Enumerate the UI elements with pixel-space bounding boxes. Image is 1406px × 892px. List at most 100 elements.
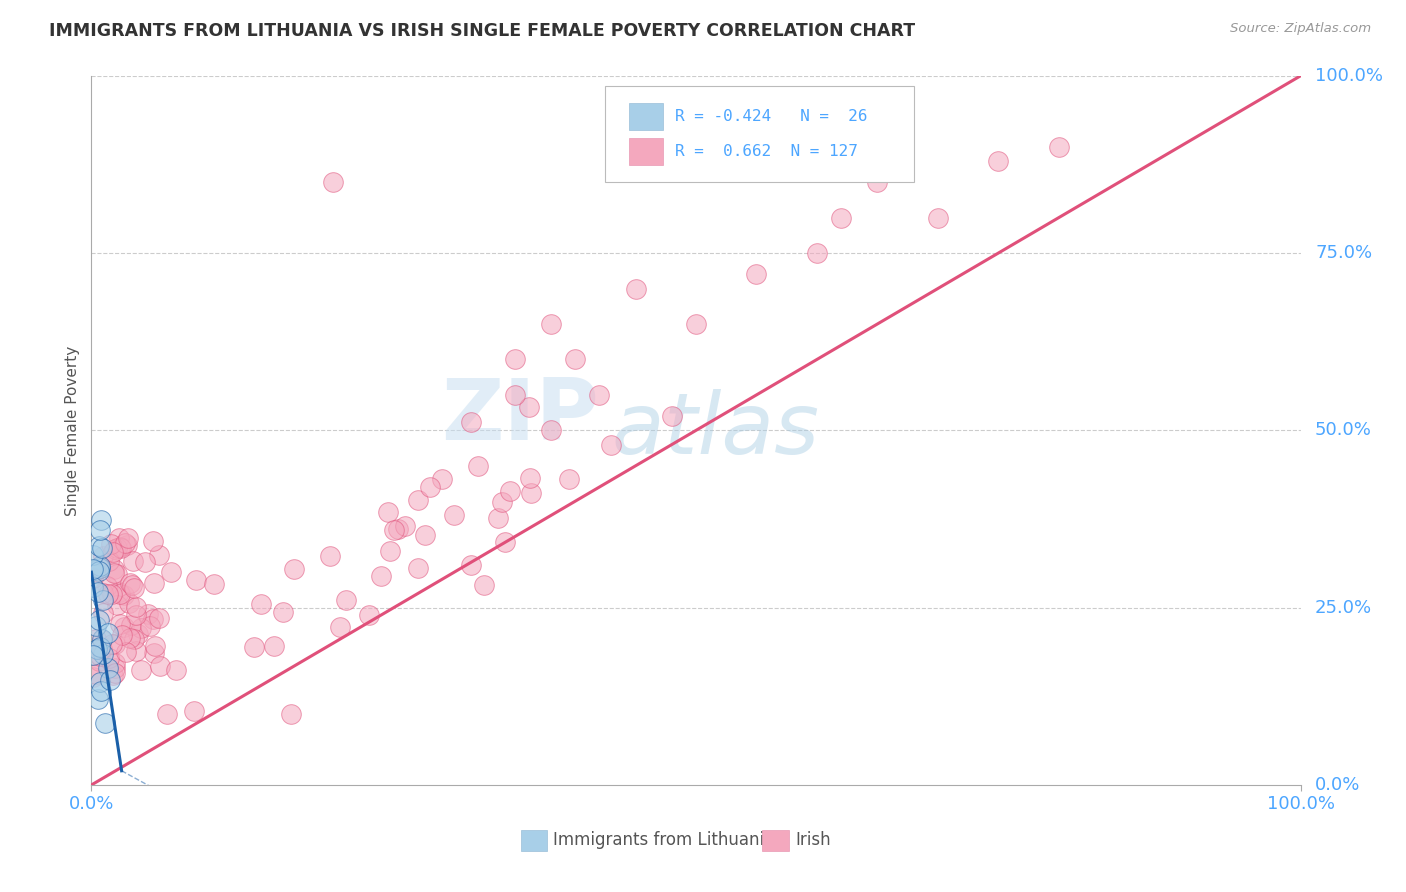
Point — [149, 658, 172, 673]
Point — [283, 562, 305, 576]
Point — [460, 558, 482, 572]
Point — [486, 511, 509, 525]
Bar — [520, 830, 547, 851]
Point — [110, 587, 132, 601]
Point — [564, 352, 586, 367]
Point — [108, 540, 131, 554]
Point — [107, 531, 129, 545]
Point — [125, 600, 148, 615]
Point — [202, 577, 225, 591]
Point — [112, 620, 135, 634]
Point — [335, 593, 357, 607]
Point — [467, 458, 489, 473]
Point — [520, 486, 543, 500]
Point — [103, 668, 125, 682]
Point — [1047, 139, 1070, 153]
Point — [96, 587, 118, 601]
Point — [165, 663, 187, 677]
Point — [90, 683, 112, 698]
Point — [117, 532, 139, 546]
Point — [136, 607, 159, 621]
Point — [186, 573, 208, 587]
Text: Immigrants from Lithuania: Immigrants from Lithuania — [554, 831, 775, 849]
Point — [87, 613, 110, 627]
Bar — [630, 138, 664, 165]
Point — [91, 593, 114, 607]
Bar — [762, 830, 789, 851]
Point — [120, 618, 142, 632]
Point — [624, 282, 647, 296]
Point — [125, 644, 148, 658]
Point — [104, 665, 127, 680]
Point — [494, 534, 516, 549]
Point — [129, 663, 152, 677]
Point — [82, 648, 104, 662]
Point — [82, 580, 104, 594]
Bar — [630, 103, 664, 130]
Text: Source: ZipAtlas.com: Source: ZipAtlas.com — [1230, 22, 1371, 36]
Point — [84, 618, 107, 632]
Point — [143, 576, 166, 591]
Point — [319, 549, 342, 564]
Point — [987, 153, 1010, 168]
Point — [148, 548, 170, 562]
Point — [91, 541, 114, 556]
Point — [250, 597, 273, 611]
Point — [499, 483, 522, 498]
Point — [91, 647, 114, 661]
Point — [377, 505, 399, 519]
Text: R = -0.424   N =  26: R = -0.424 N = 26 — [675, 110, 868, 125]
Point — [460, 415, 482, 429]
Point — [86, 691, 108, 706]
Point — [866, 175, 889, 189]
Point — [97, 626, 120, 640]
Point — [830, 211, 852, 225]
Point — [122, 632, 145, 647]
Point — [89, 640, 111, 654]
Point — [139, 619, 162, 633]
Text: ZIP: ZIP — [441, 375, 599, 458]
Point — [82, 670, 104, 684]
Point — [96, 579, 118, 593]
Point — [745, 268, 768, 282]
Point — [101, 637, 124, 651]
Point — [661, 409, 683, 424]
Point — [243, 640, 266, 654]
Point — [111, 628, 134, 642]
Point — [540, 424, 562, 438]
Point — [82, 548, 104, 562]
Point — [97, 554, 120, 568]
Point — [183, 704, 205, 718]
Point — [108, 585, 131, 599]
Point — [121, 578, 143, 592]
Point — [108, 617, 131, 632]
Point — [134, 556, 156, 570]
Point — [443, 508, 465, 523]
Point — [406, 492, 429, 507]
Point — [378, 544, 401, 558]
Point — [329, 619, 352, 633]
Point — [104, 661, 127, 675]
Point — [280, 706, 302, 721]
Text: 0.0%: 0.0% — [1315, 776, 1361, 794]
Point — [142, 612, 165, 626]
Point — [82, 571, 104, 585]
Point — [503, 388, 526, 402]
Point — [115, 538, 138, 552]
Point — [419, 480, 441, 494]
Point — [105, 541, 128, 556]
Point — [87, 564, 110, 578]
Point — [322, 175, 344, 189]
Point — [519, 400, 541, 414]
Point — [370, 569, 392, 583]
Point — [103, 562, 125, 576]
Point — [87, 655, 110, 669]
Text: IMMIGRANTS FROM LITHUANIA VS IRISH SINGLE FEMALE POVERTY CORRELATION CHART: IMMIGRANTS FROM LITHUANIA VS IRISH SINGL… — [49, 22, 915, 40]
Point — [97, 660, 120, 674]
Point — [114, 645, 136, 659]
Point — [430, 472, 453, 486]
Point — [101, 544, 124, 558]
Point — [104, 542, 127, 557]
Point — [406, 561, 429, 575]
Text: 75.0%: 75.0% — [1315, 244, 1372, 262]
